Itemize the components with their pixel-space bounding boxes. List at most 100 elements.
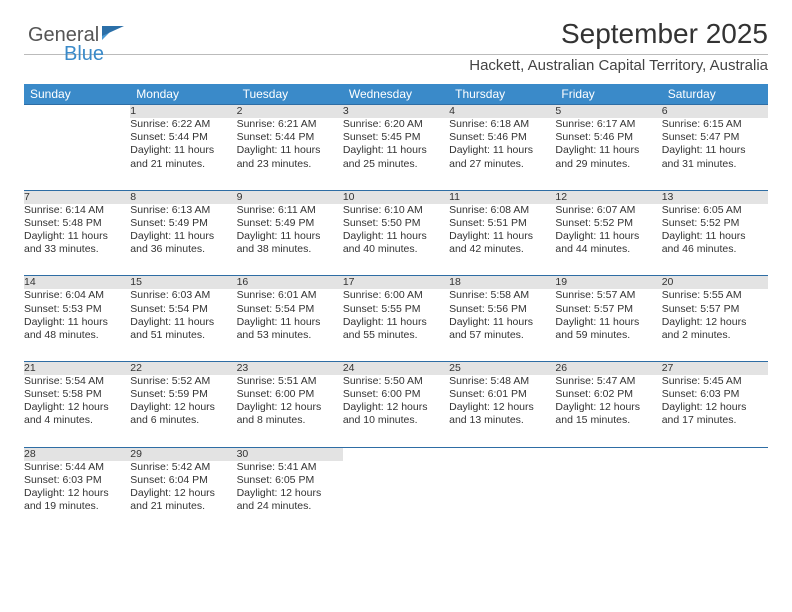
daylight-text-1: Daylight: 12 hours: [237, 401, 343, 414]
weekday-header: Saturday: [662, 84, 768, 105]
sunset-text: Sunset: 5:57 PM: [555, 303, 661, 316]
sunrise-text: Sunrise: 6:17 AM: [555, 118, 661, 131]
daylight-text-1: Daylight: 11 hours: [662, 230, 768, 243]
day-content-row: Sunrise: 6:04 AMSunset: 5:53 PM Daylight:…: [24, 289, 768, 361]
day-number-cell: 2: [237, 105, 343, 119]
daylight-text-2: and 21 minutes.: [130, 158, 236, 171]
daylight-text-1: Daylight: 11 hours: [237, 230, 343, 243]
daylight-text-1: Daylight: 12 hours: [662, 401, 768, 414]
daylight-text-1: Daylight: 11 hours: [555, 230, 661, 243]
sunset-text: Sunset: 5:49 PM: [130, 217, 236, 230]
sunset-text: Sunset: 5:54 PM: [237, 303, 343, 316]
day-content-cell: [343, 461, 449, 533]
daylight-text-1: Daylight: 11 hours: [555, 316, 661, 329]
sunset-text: Sunset: 5:44 PM: [237, 131, 343, 144]
calendar-table: SundayMondayTuesdayWednesdayThursdayFrid…: [24, 84, 768, 533]
sunrise-text: Sunrise: 5:54 AM: [24, 375, 130, 388]
day-content-cell: Sunrise: 6:01 AMSunset: 5:54 PMDaylight:…: [237, 289, 343, 361]
sunset-text: Sunset: 5:51 PM: [449, 217, 555, 230]
daylight-text-1: Daylight: 11 hours: [449, 316, 555, 329]
sunset-text: Sunset: 6:04 PM: [130, 474, 236, 487]
daylight-text-1: Daylight: 11 hours: [130, 144, 236, 157]
day-content-cell: Sunrise: 6:10 AMSunset: 5:50 PMDaylight:…: [343, 204, 449, 276]
day-number-cell: 18: [449, 276, 555, 290]
sunrise-text: Sunrise: 5:52 AM: [130, 375, 236, 388]
sunrise-text: Sunrise: 5:57 AM: [555, 289, 661, 302]
daylight-text-1: Daylight: 12 hours: [130, 401, 236, 414]
sunset-text: Sunset: 5:45 PM: [343, 131, 449, 144]
daylight-text-2: and 46 minutes.: [662, 243, 768, 256]
day-number-cell: 28: [24, 447, 130, 461]
sunset-text: Sunset: 6:05 PM: [237, 474, 343, 487]
daylight-text-1: Daylight: 12 hours: [237, 487, 343, 500]
sunset-text: Sunset: 5:53 PM: [24, 303, 130, 316]
sunrise-text: Sunrise: 6:08 AM: [449, 204, 555, 217]
daylight-text-1: Daylight: 12 hours: [662, 316, 768, 329]
sunset-text: Sunset: 5:56 PM: [449, 303, 555, 316]
sunrise-text: Sunrise: 6:15 AM: [662, 118, 768, 131]
day-number-cell: 4: [449, 105, 555, 119]
day-number-cell: 19: [555, 276, 661, 290]
day-content-cell: Sunrise: 5:54 AMSunset: 5:58 PMDaylight:…: [24, 375, 130, 447]
sunset-text: Sunset: 5:57 PM: [662, 303, 768, 316]
daylight-text-1: Daylight: 12 hours: [130, 487, 236, 500]
sunset-text: Sunset: 6:01 PM: [449, 388, 555, 401]
day-number-row: 14151617181920: [24, 276, 768, 290]
sunrise-text: Sunrise: 5:44 AM: [24, 461, 130, 474]
calendar-body: 123456Sunrise: 6:22 AMSunset: 5:44 PMDay…: [24, 105, 768, 533]
sunrise-text: Sunrise: 6:04 AM: [24, 289, 130, 302]
day-content-cell: Sunrise: 5:47 AMSunset: 6:02 PMDaylight:…: [555, 375, 661, 447]
title-divider: [24, 54, 768, 55]
day-number-cell: [555, 447, 661, 461]
sunrise-text: Sunrise: 5:50 AM: [343, 375, 449, 388]
sunrise-text: Sunrise: 6:10 AM: [343, 204, 449, 217]
daylight-text-1: Daylight: 11 hours: [130, 230, 236, 243]
day-number-cell: 22: [130, 361, 236, 375]
day-number-cell: 21: [24, 361, 130, 375]
daylight-text-1: Daylight: 11 hours: [449, 144, 555, 157]
day-content-cell: Sunrise: 6:14 AMSunset: 5:48 PMDaylight:…: [24, 204, 130, 276]
daylight-text-2: and 25 minutes.: [343, 158, 449, 171]
day-content-cell: Sunrise: 6:00 AMSunset: 5:55 PMDaylight:…: [343, 289, 449, 361]
daylight-text-2: and 40 minutes.: [343, 243, 449, 256]
sunset-text: Sunset: 6:00 PM: [343, 388, 449, 401]
day-number-cell: [449, 447, 555, 461]
sunrise-text: Sunrise: 5:47 AM: [555, 375, 661, 388]
sunset-text: Sunset: 5:58 PM: [24, 388, 130, 401]
day-content-row: Sunrise: 5:54 AMSunset: 5:58 PMDaylight:…: [24, 375, 768, 447]
sunrise-text: Sunrise: 5:58 AM: [449, 289, 555, 302]
weekday-header: Wednesday: [343, 84, 449, 105]
sunrise-text: Sunrise: 5:45 AM: [662, 375, 768, 388]
sunrise-text: Sunrise: 5:51 AM: [237, 375, 343, 388]
daylight-text-1: Daylight: 11 hours: [237, 144, 343, 157]
day-content-cell: Sunrise: 5:57 AMSunset: 5:57 PMDaylight:…: [555, 289, 661, 361]
daylight-text-2: and 27 minutes.: [449, 158, 555, 171]
daylight-text-2: and 21 minutes.: [130, 500, 236, 513]
sunrise-text: Sunrise: 6:05 AM: [662, 204, 768, 217]
daylight-text-1: Daylight: 11 hours: [24, 230, 130, 243]
weekday-header: Thursday: [449, 84, 555, 105]
sunrise-text: Sunrise: 5:55 AM: [662, 289, 768, 302]
page-subtitle: Hackett, Australian Capital Territory, A…: [24, 57, 768, 74]
daylight-text-1: Daylight: 11 hours: [449, 230, 555, 243]
daylight-text-1: Daylight: 11 hours: [237, 316, 343, 329]
day-number-cell: 5: [555, 105, 661, 119]
sunset-text: Sunset: 5:59 PM: [130, 388, 236, 401]
daylight-text-1: Daylight: 12 hours: [555, 401, 661, 414]
sunrise-text: Sunrise: 5:42 AM: [130, 461, 236, 474]
daylight-text-2: and 48 minutes.: [24, 329, 130, 342]
day-number-row: 123456: [24, 105, 768, 119]
day-number-cell: 9: [237, 190, 343, 204]
daylight-text-2: and 44 minutes.: [555, 243, 661, 256]
sunset-text: Sunset: 5:52 PM: [555, 217, 661, 230]
day-number-cell: 17: [343, 276, 449, 290]
day-number-cell: 25: [449, 361, 555, 375]
daylight-text-2: and 42 minutes.: [449, 243, 555, 256]
day-content-cell: Sunrise: 5:45 AMSunset: 6:03 PMDaylight:…: [662, 375, 768, 447]
day-content-cell: Sunrise: 5:52 AMSunset: 5:59 PMDaylight:…: [130, 375, 236, 447]
day-content-cell: Sunrise: 6:08 AMSunset: 5:51 PMDaylight:…: [449, 204, 555, 276]
day-content-row: Sunrise: 5:44 AMSunset: 6:03 PMDaylight:…: [24, 461, 768, 533]
sunset-text: Sunset: 5:55 PM: [343, 303, 449, 316]
day-number-cell: 27: [662, 361, 768, 375]
daylight-text-1: Daylight: 12 hours: [24, 401, 130, 414]
